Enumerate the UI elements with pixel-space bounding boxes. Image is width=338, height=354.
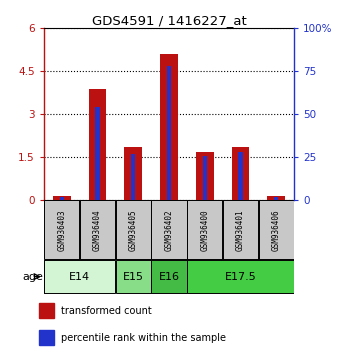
Bar (196, 152, 214, 200)
Bar (44, 200, 79, 259)
Bar (116, 200, 151, 259)
Bar (151, 200, 187, 259)
Text: E17.5: E17.5 (224, 272, 256, 282)
Bar (80, 200, 115, 259)
Text: GSM936405: GSM936405 (129, 209, 138, 251)
Text: E16: E16 (159, 272, 179, 282)
Text: E14: E14 (69, 272, 90, 282)
Bar (259, 200, 294, 259)
Text: percentile rank within the sample: percentile rank within the sample (61, 333, 225, 343)
Bar (274, 197, 278, 200)
Bar (232, 147, 249, 200)
Bar (267, 196, 285, 200)
Text: transformed count: transformed count (61, 306, 151, 316)
Bar (151, 260, 187, 293)
Bar (131, 154, 136, 200)
Text: age: age (22, 272, 43, 282)
Bar (238, 152, 243, 200)
Bar (53, 196, 71, 200)
Bar (187, 260, 294, 293)
Text: GSM936404: GSM936404 (93, 209, 102, 251)
Bar (202, 156, 207, 200)
Bar (89, 88, 106, 200)
Bar (223, 200, 258, 259)
Bar (60, 197, 64, 200)
Text: GSM936402: GSM936402 (165, 209, 173, 251)
Bar (39, 330, 54, 345)
Bar (116, 260, 151, 293)
Bar (167, 66, 171, 200)
Text: GSM936400: GSM936400 (200, 209, 209, 251)
Bar (39, 303, 54, 318)
Bar (44, 260, 115, 293)
Bar (95, 108, 100, 200)
Text: GSM936406: GSM936406 (272, 209, 281, 251)
Text: E15: E15 (123, 272, 144, 282)
Title: GDS4591 / 1416227_at: GDS4591 / 1416227_at (92, 14, 246, 27)
Bar (187, 200, 222, 259)
Text: GSM936403: GSM936403 (57, 209, 66, 251)
Bar (160, 54, 178, 200)
Text: GSM936401: GSM936401 (236, 209, 245, 251)
Bar (124, 147, 142, 200)
